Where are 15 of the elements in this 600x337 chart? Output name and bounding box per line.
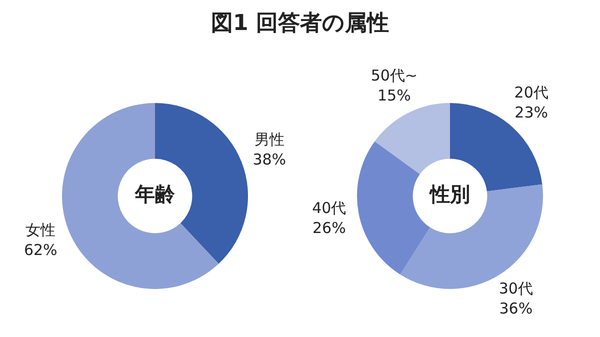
data-label: 15% <box>377 86 411 104</box>
data-label: 26% <box>312 218 346 237</box>
text: 性別 <box>428 182 470 206</box>
slice-label: 50代~ <box>370 66 418 84</box>
slice-label: 男性 <box>254 130 284 149</box>
data-label: 38% <box>252 150 286 169</box>
slice-label: 40代 <box>312 198 346 217</box>
text: 年齢 <box>134 182 176 206</box>
slice-label: 20代 <box>514 84 548 102</box>
data-label: 36% <box>499 300 533 318</box>
chart-title: 図1 回答者の属性 <box>210 10 390 38</box>
data-label: 62% <box>24 241 58 260</box>
slice-label: 30代 <box>498 280 533 298</box>
slice-label: 女性 <box>26 221 56 240</box>
data-label: 23% <box>514 104 548 122</box>
